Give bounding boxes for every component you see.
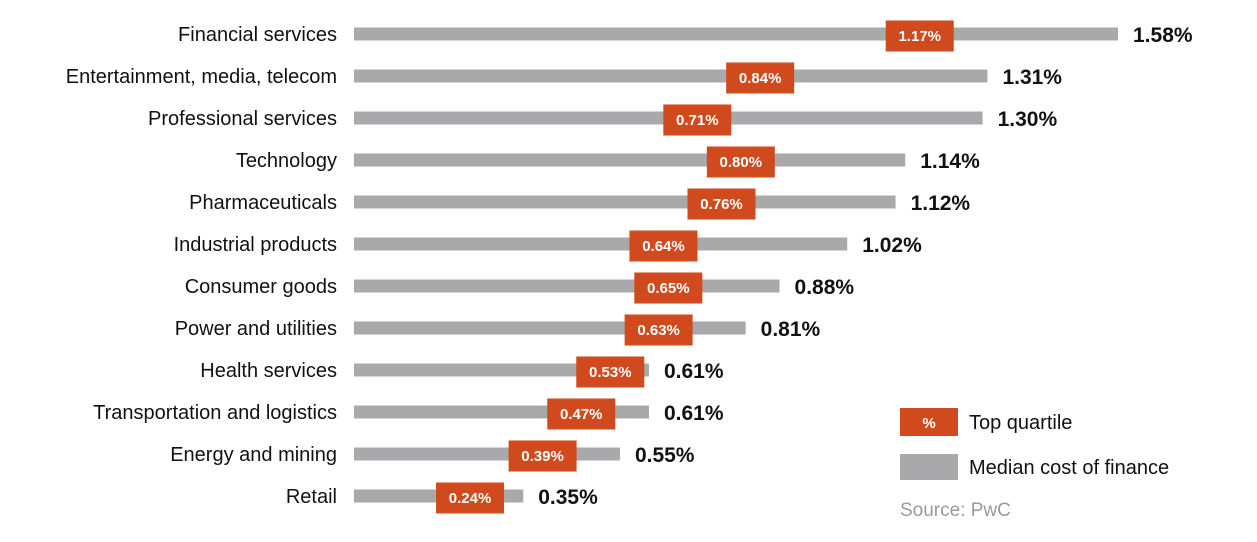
legend-item-top-quartile: % Top quartile — [900, 408, 1072, 436]
top-quartile-value-label: 0.71% — [676, 112, 719, 129]
category-label: Energy and mining — [170, 444, 337, 466]
top-quartile-marker — [576, 356, 645, 388]
top-quartile-marker — [726, 62, 795, 94]
median-bar — [354, 69, 988, 83]
bars-layer: Financial services 1.58% 1.17% Entertainmen… — [66, 20, 1193, 514]
bar-row-power-and-utilities: Power and utilities 0.81% 0.63% — [175, 314, 821, 346]
top-quartile-value-label: 1.17% — [898, 28, 941, 45]
median-value-label: 0.61% — [664, 402, 724, 425]
source-note: Source: PwC — [900, 500, 1011, 521]
bar-row-retail: Retail 0.35% 0.24% — [286, 482, 598, 514]
top-quartile-marker — [547, 398, 616, 430]
median-value-label: 1.14% — [920, 150, 980, 173]
median-bar — [354, 153, 906, 167]
legend-item-median: Median cost of finance — [900, 454, 1169, 480]
category-label: Pharmaceuticals — [189, 192, 337, 214]
top-quartile-marker — [634, 272, 703, 304]
category-label: Retail — [286, 486, 337, 508]
legend-swatch-median — [900, 454, 958, 480]
top-quartile-marker — [885, 20, 954, 52]
top-quartile-marker — [508, 440, 577, 472]
median-value-label: 1.02% — [862, 234, 922, 257]
legend: % Top quartile Median cost of finance — [900, 408, 1169, 480]
median-value-label: 0.61% — [664, 360, 724, 383]
median-value-label: 1.30% — [998, 108, 1058, 131]
top-quartile-value-label: 0.39% — [521, 448, 564, 465]
legend-swatch-top-quartile — [900, 408, 958, 436]
top-quartile-marker — [436, 482, 505, 514]
bar-row-technology: Technology 1.14% 0.80% — [236, 146, 980, 178]
median-value-label: 1.12% — [911, 192, 971, 215]
category-label: Technology — [236, 150, 337, 172]
bar-row-energy-and-mining: Energy and mining 0.55% 0.39% — [170, 440, 695, 472]
median-bar — [354, 27, 1118, 41]
bar-row-professional-services: Professional services 1.30% 0.71% — [148, 104, 1058, 136]
top-quartile-marker — [624, 314, 693, 346]
top-quartile-value-label: 0.47% — [560, 406, 603, 423]
top-quartile-value-label: 0.84% — [739, 70, 782, 87]
median-value-label: 1.31% — [1002, 66, 1062, 89]
category-label: Consumer goods — [185, 276, 337, 298]
bar-row-transportation-and-logistics: Transportation and logistics 0.61% 0.47% — [93, 398, 724, 430]
top-quartile-value-label: 0.76% — [700, 196, 743, 213]
top-quartile-marker — [706, 146, 775, 178]
top-quartile-marker — [629, 230, 698, 262]
category-label: Entertainment, media, telecom — [66, 66, 337, 88]
top-quartile-value-label: 0.24% — [449, 490, 492, 507]
median-bar — [354, 363, 649, 377]
top-quartile-value-label: 0.65% — [647, 280, 690, 297]
category-label: Transportation and logistics — [93, 402, 337, 424]
category-label: Industrial products — [174, 234, 337, 256]
top-quartile-marker — [687, 188, 756, 220]
top-quartile-value-label: 0.53% — [589, 364, 632, 381]
top-quartile-value-label: 0.63% — [637, 322, 680, 339]
top-quartile-marker — [663, 104, 732, 136]
bar-row-entertainment-media-telecom: Entertainment, media, telecom 1.31% 0.84% — [66, 62, 1062, 94]
median-bar — [354, 279, 780, 293]
median-value-label: 0.35% — [538, 486, 598, 509]
median-value-label: 0.88% — [795, 276, 855, 299]
category-label: Health services — [200, 360, 337, 382]
median-bar — [354, 237, 848, 251]
bar-row-financial-services: Financial services 1.58% 1.17% — [178, 20, 1193, 52]
top-quartile-value-label: 0.80% — [720, 154, 763, 171]
category-label: Professional services — [148, 108, 337, 130]
legend-label-top-quartile: Top quartile — [969, 412, 1072, 434]
top-quartile-value-label: 0.64% — [642, 238, 685, 255]
legend-label-median: Median cost of finance — [969, 457, 1169, 479]
median-value-label: 0.55% — [635, 444, 695, 467]
bar-row-health-services: Health services 0.61% 0.53% — [200, 356, 724, 388]
category-label: Financial services — [178, 24, 337, 46]
bar-row-industrial-products: Industrial products 1.02% 0.64% — [174, 230, 922, 262]
bar-row-pharmaceuticals: Pharmaceuticals 1.12% 0.76% — [189, 188, 971, 220]
median-bar — [354, 447, 620, 461]
median-value-label: 1.58% — [1133, 24, 1193, 47]
category-label: Power and utilities — [175, 318, 337, 340]
legend-swatch-symbol: % — [922, 415, 935, 432]
median-value-label: 0.81% — [761, 318, 821, 341]
bar-row-consumer-goods: Consumer goods 0.88% 0.65% — [185, 272, 855, 304]
median-bar — [354, 195, 896, 209]
